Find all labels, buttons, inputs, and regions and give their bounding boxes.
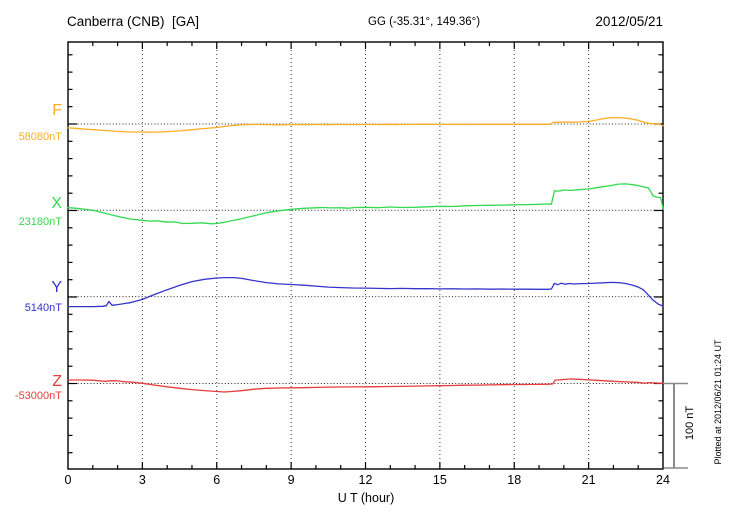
series-letter-Y: Y xyxy=(51,279,62,296)
plotted-at-note: Plotted at 2012/06/21 01:24 UT xyxy=(713,339,723,465)
x-tick-label-3: 3 xyxy=(138,473,146,487)
x-axis-title: U T (hour) xyxy=(337,491,395,505)
x-tick-label-9: 9 xyxy=(287,473,295,487)
x-tick-label-21: 21 xyxy=(581,473,596,487)
station-title: Canberra (CNB) [GA] xyxy=(67,14,200,29)
series-baseline-Z: -53000nT xyxy=(14,390,62,402)
x-tick-label-15: 15 xyxy=(432,473,447,487)
x-tick-label-6: 6 xyxy=(213,473,221,487)
observation-date: 2012/05/21 xyxy=(595,14,663,29)
trace-F xyxy=(67,116,664,133)
series-baseline-Y: 5140nT xyxy=(24,302,62,314)
trace-Y xyxy=(67,276,664,308)
x-tick-label-12: 12 xyxy=(358,473,373,487)
scale-bar-label: 100 nT xyxy=(684,405,696,441)
geographic-coordinates: GG (-35.31°, 149.36°) xyxy=(368,16,481,28)
series-baseline-X: 23180nT xyxy=(18,216,62,228)
x-tick-label-18: 18 xyxy=(507,473,522,487)
series-letter-Z: Z xyxy=(52,373,62,390)
x-tick-label-0: 0 xyxy=(64,473,72,487)
series-letter-X: X xyxy=(51,195,62,212)
series-letter-F: F xyxy=(52,102,62,119)
trace-Z xyxy=(67,378,664,393)
series-baseline-F: 58080nT xyxy=(18,131,62,143)
vertical-gridlines xyxy=(141,42,590,469)
trace-X xyxy=(67,183,664,225)
hour-ticks xyxy=(92,42,639,469)
scale-bar xyxy=(664,382,688,469)
x-tick-label-24: 24 xyxy=(656,473,670,487)
